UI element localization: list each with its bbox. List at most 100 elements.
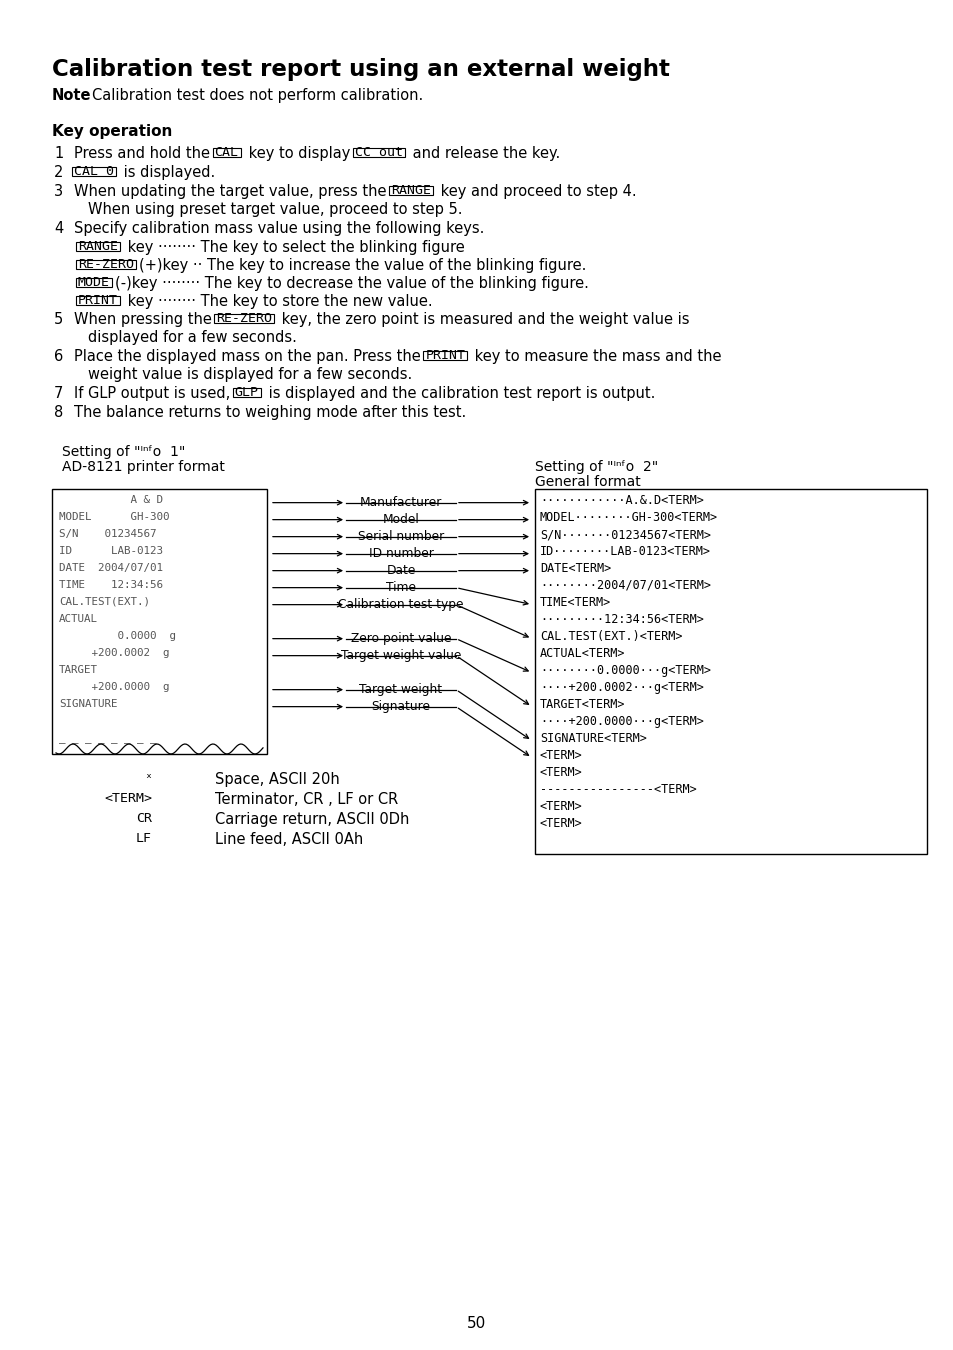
Text: Date: Date (386, 564, 416, 576)
Text: DATE  2004/07/01: DATE 2004/07/01 (59, 563, 163, 572)
Text: Calibration test type: Calibration test type (338, 598, 463, 610)
Text: Time: Time (386, 580, 416, 594)
Text: LF: LF (136, 832, 152, 845)
Bar (52, 489, 267, 755)
Text: S/N·······01234567<TERM>: S/N·······01234567<TERM> (539, 528, 710, 541)
Text: GLP: GLP (234, 386, 258, 400)
Text: key ········ The key to store the new value.: key ········ The key to store the new va… (123, 294, 432, 309)
Text: ········0.0000···g<TERM>: ········0.0000···g<TERM> (539, 664, 710, 676)
Bar (214, 315, 274, 323)
Bar (71, 167, 116, 176)
Text: Target weight: Target weight (359, 683, 442, 695)
Text: S/N    01234567: S/N 01234567 (59, 529, 156, 539)
Text: General format: General format (535, 475, 640, 489)
Bar (76, 242, 120, 251)
Text: RANGE: RANGE (78, 240, 118, 252)
Text: and release the key.: and release the key. (407, 146, 559, 161)
Text: Setting of "ᴵⁿᶠo  2": Setting of "ᴵⁿᶠo 2" (535, 460, 658, 474)
Text: ····+200.0002···g<TERM>: ····+200.0002···g<TERM> (539, 680, 703, 694)
Bar (535, 489, 926, 855)
Text: (-)key ········ The key to decrease the value of the blinking figure.: (-)key ········ The key to decrease the … (115, 275, 588, 292)
Text: key to measure the mass and the: key to measure the mass and the (470, 350, 721, 365)
Text: <TERM>: <TERM> (539, 765, 582, 779)
Text: Specify calibration mass value using the following keys.: Specify calibration mass value using the… (74, 221, 484, 236)
Text: ACTUAL: ACTUAL (59, 614, 98, 624)
Text: <TERM>: <TERM> (539, 817, 582, 830)
Text: MODE: MODE (78, 275, 110, 289)
Text: MODEL········GH-300<TERM>: MODEL········GH-300<TERM> (539, 512, 718, 524)
Text: If GLP output is used,: If GLP output is used, (74, 386, 234, 401)
Text: TIME<TERM>: TIME<TERM> (539, 595, 611, 609)
Text: (+)key ·· The key to increase the value of the blinking figure.: (+)key ·· The key to increase the value … (139, 258, 586, 273)
Text: AD-8121 printer format: AD-8121 printer format (62, 460, 225, 474)
Text: ····+200.0000···g<TERM>: ····+200.0000···g<TERM> (539, 716, 703, 728)
Text: DATE<TERM>: DATE<TERM> (539, 562, 611, 575)
Text: Manufacturer: Manufacturer (359, 495, 442, 509)
Bar (213, 148, 240, 157)
Text: 8: 8 (54, 405, 63, 420)
Text: Press and hold the: Press and hold the (74, 146, 214, 161)
Text: CAL.TEST(EXT.): CAL.TEST(EXT.) (59, 597, 150, 608)
Text: key ········ The key to select the blinking figure: key ········ The key to select the blink… (123, 240, 464, 255)
Text: Line feed, ASCII 0Ah: Line feed, ASCII 0Ah (214, 832, 363, 846)
Text: TARGET<TERM>: TARGET<TERM> (539, 698, 625, 711)
Text: ID········LAB-0123<TERM>: ID········LAB-0123<TERM> (539, 545, 710, 558)
Text: ----------------<TERM>: ----------------<TERM> (539, 783, 696, 796)
Text: Calibration test report using an external weight: Calibration test report using an externa… (52, 58, 669, 81)
Text: key, the zero point is measured and the weight value is: key, the zero point is measured and the … (277, 312, 689, 327)
Text: Setting of "ᴵⁿᶠo  1": Setting of "ᴵⁿᶠo 1" (62, 446, 185, 459)
Text: Signature: Signature (371, 699, 430, 713)
Text: CAL.TEST(EXT.)<TERM>: CAL.TEST(EXT.)<TERM> (539, 630, 681, 643)
Bar (389, 186, 433, 194)
Text: weight value is displayed for a few seconds.: weight value is displayed for a few seco… (88, 367, 412, 382)
Text: ID      LAB-0123: ID LAB-0123 (59, 545, 163, 556)
Text: Carriage return, ASCII 0Dh: Carriage return, ASCII 0Dh (214, 811, 409, 828)
Text: ACTUAL<TERM>: ACTUAL<TERM> (539, 647, 625, 660)
Text: ········2004/07/01<TERM>: ········2004/07/01<TERM> (539, 579, 710, 593)
Text: When updating the target value, press the: When updating the target value, press th… (74, 184, 391, 198)
Text: 50: 50 (467, 1316, 486, 1331)
Text: Serial number: Serial number (357, 529, 444, 543)
Text: 1: 1 (54, 146, 63, 161)
Text: 6: 6 (54, 350, 63, 365)
Text: RANGE: RANGE (391, 184, 431, 197)
Text: ID number: ID number (368, 547, 433, 560)
Text: When pressing the: When pressing the (74, 312, 216, 327)
Text: PRINT: PRINT (425, 350, 465, 362)
Text: is displayed.: is displayed. (119, 165, 215, 180)
Text: PRINT: PRINT (78, 294, 118, 306)
Text: Calibration test does not perform calibration.: Calibration test does not perform calibr… (91, 88, 423, 103)
Bar (423, 351, 467, 360)
Bar (76, 278, 112, 288)
Text: RE-ZERO: RE-ZERO (78, 258, 133, 271)
Text: CC out: CC out (355, 146, 402, 159)
Text: MODEL      GH-300: MODEL GH-300 (59, 512, 170, 522)
Bar (76, 261, 136, 269)
Text: 2: 2 (54, 165, 63, 180)
Bar (76, 296, 120, 305)
Bar (233, 387, 260, 397)
Text: is displayed and the calibration test report is output.: is displayed and the calibration test re… (264, 386, 655, 401)
Text: RE-ZERO: RE-ZERO (216, 312, 273, 325)
Text: ˣ: ˣ (144, 772, 152, 784)
Text: SIGNATURE: SIGNATURE (59, 699, 117, 709)
Text: When using preset target value, proceed to step 5.: When using preset target value, proceed … (88, 202, 462, 217)
Text: TARGET: TARGET (59, 666, 98, 675)
Text: Target weight value: Target weight value (340, 648, 460, 662)
Text: Model: Model (382, 513, 419, 525)
Text: Space, ASCII 20h: Space, ASCII 20h (214, 772, 339, 787)
Text: ············A.&.D<TERM>: ············A.&.D<TERM> (539, 494, 703, 508)
Text: Place the displayed mass on the pan. Press the: Place the displayed mass on the pan. Pre… (74, 350, 425, 365)
Text: Key operation: Key operation (52, 124, 172, 139)
Text: 5: 5 (54, 312, 63, 327)
Text: TIME    12:34:56: TIME 12:34:56 (59, 580, 163, 590)
Text: 7: 7 (54, 386, 63, 401)
Text: +200.0002  g: +200.0002 g (59, 648, 170, 657)
Text: Note: Note (52, 88, 91, 103)
Text: <TERM>: <TERM> (539, 801, 582, 813)
Text: A & D: A & D (59, 495, 163, 505)
Text: The balance returns to weighing mode after this test.: The balance returns to weighing mode aft… (74, 405, 466, 420)
Text: key and proceed to step 4.: key and proceed to step 4. (436, 184, 636, 198)
Text: ·········12:34:56<TERM>: ·········12:34:56<TERM> (539, 613, 703, 626)
Text: Terminator, CR , LF or CR: Terminator, CR , LF or CR (214, 792, 397, 807)
